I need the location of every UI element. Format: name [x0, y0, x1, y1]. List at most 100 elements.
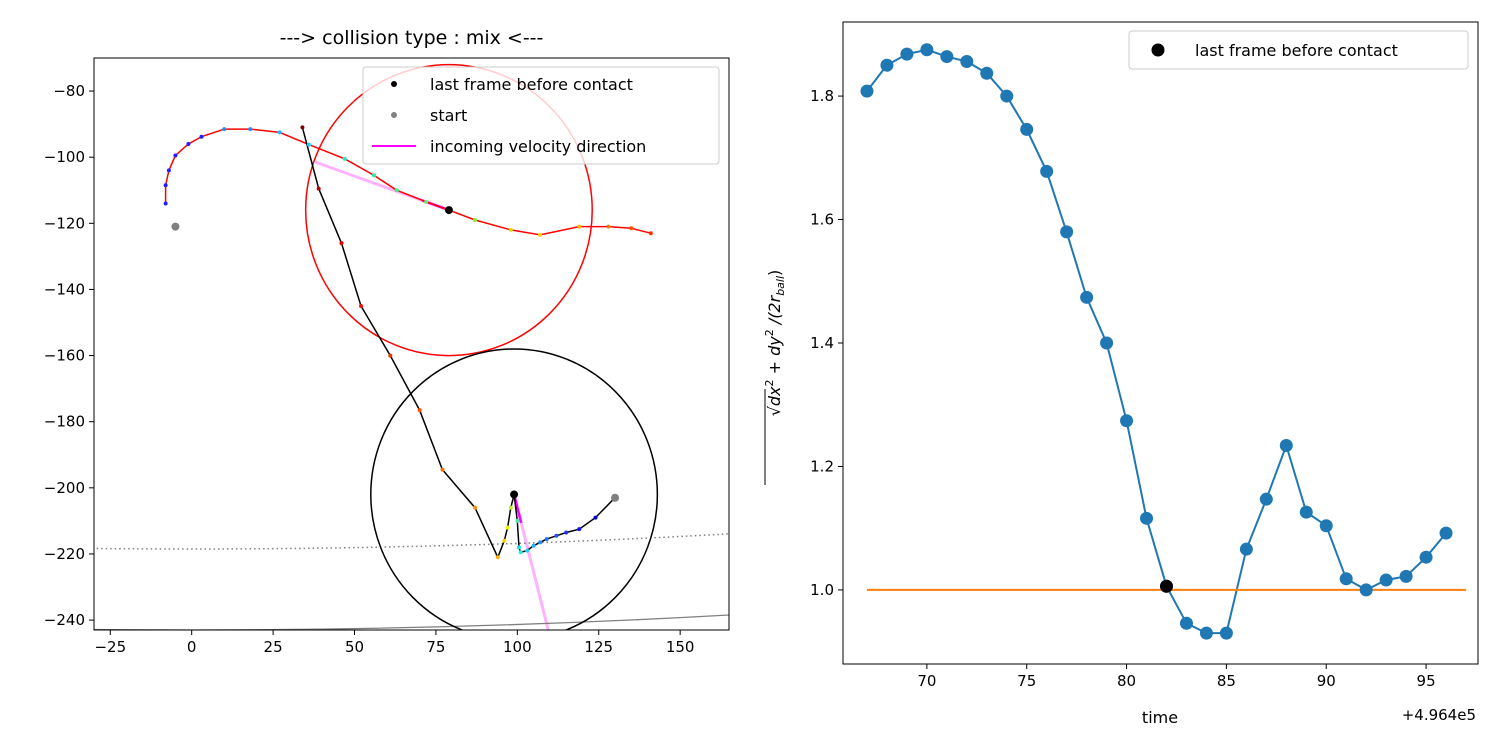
trajectory-line-1	[301, 127, 616, 560]
trajectory-point	[248, 127, 253, 132]
x-axis-label: time	[1142, 708, 1178, 727]
distance-point	[1299, 505, 1313, 519]
trajectory-point	[424, 199, 429, 204]
distance-point	[980, 66, 994, 80]
arena-arc-1	[94, 530, 729, 547]
ylabel-sub: ball	[774, 276, 787, 296]
trajectory-point	[300, 125, 305, 130]
y-axis-ticks: 1.0 1.2 1.4 1.6 1.8	[810, 87, 843, 599]
trajectory-point	[525, 548, 530, 553]
distance-point	[960, 55, 974, 69]
trajectory-point	[277, 130, 282, 135]
x-tick-label: 85	[1217, 672, 1236, 690]
distance-point	[1379, 573, 1393, 587]
legend-frame	[362, 66, 720, 165]
legend-last-frame-marker	[1151, 43, 1165, 57]
distance-point	[940, 50, 954, 64]
start-marker-1	[611, 493, 620, 502]
distance-point	[1040, 164, 1054, 178]
trajectory-point	[516, 545, 521, 550]
distance-point	[1239, 542, 1253, 556]
distance-point	[1279, 438, 1293, 452]
trajectory-point	[531, 543, 536, 548]
trajectory-point	[508, 227, 513, 232]
x-axis-ticks: −25 0 25 50 75 100 125 150	[94, 630, 694, 656]
trajectory-point	[359, 303, 364, 308]
trajectory-point	[629, 226, 634, 231]
x-tick-label: 70	[917, 672, 936, 690]
distance-point	[880, 58, 894, 72]
x-tick-label: 0	[187, 638, 197, 656]
ylabel-sup2: 2	[763, 329, 776, 336]
trajectory-point	[186, 141, 191, 146]
y-tick-label: 1.6	[810, 211, 834, 229]
y-tick-label: −120	[44, 214, 85, 232]
distance-point	[1339, 572, 1353, 586]
contact-circle-0	[304, 63, 593, 357]
trajectory-point	[577, 224, 582, 229]
legend-velocity-label: incoming velocity direction	[430, 137, 646, 156]
last-frame-marker-1	[510, 490, 519, 499]
last-frame-marker-0	[444, 206, 453, 215]
distance-point	[1399, 569, 1413, 583]
trajectory-point	[502, 538, 507, 543]
legend-last-frame-label: last frame before contact	[1195, 41, 1398, 60]
trajectory-point	[564, 530, 569, 535]
last-frame-marker	[1159, 579, 1173, 593]
trajectory-point	[648, 231, 653, 236]
trajectory-point	[440, 467, 445, 472]
trajectory-point	[538, 232, 543, 237]
trajectory-point	[199, 134, 204, 139]
trajectory-point	[166, 168, 171, 173]
arena-arcs	[94, 530, 729, 628]
y-axis-label: √dx2 + dy2 /(2rball)	[763, 270, 787, 485]
trajectory-point	[394, 188, 399, 193]
distance-point	[1319, 519, 1333, 533]
distance-point	[1439, 526, 1453, 540]
contact-circles	[304, 63, 659, 630]
trajectory-point	[473, 505, 477, 510]
trajectory-points	[163, 125, 653, 560]
distance-point	[1020, 122, 1034, 136]
x-tick-label: 50	[345, 638, 364, 656]
distance-point	[1080, 290, 1094, 304]
ylabel-sqrt: √	[765, 405, 784, 416]
trajectory-point	[518, 550, 523, 555]
x-tick-label: 150	[666, 638, 695, 656]
y-tick-label: −200	[44, 479, 85, 497]
legend-start-label: start	[430, 106, 467, 125]
trajectory-plot-frame	[93, 57, 730, 631]
trajectory-point	[222, 127, 227, 132]
y-axis-label-text: √dx2 + dy2 /(2rball)	[763, 270, 787, 417]
x-tick-label: 95	[1417, 672, 1436, 690]
x-tick-label: 75	[426, 638, 445, 656]
x-tick-label: 75	[1017, 672, 1036, 690]
ylabel-r: /(2r	[765, 294, 784, 329]
start-marker-0	[171, 222, 180, 231]
trajectory-point	[495, 555, 500, 560]
trajectory-point	[316, 186, 321, 191]
y-tick-label: −160	[44, 347, 85, 365]
x-axis-ticks: 70 75 80 85 90 95	[917, 664, 1436, 690]
distance-point	[1199, 626, 1213, 640]
trajectory-point	[538, 540, 543, 545]
distance-point	[920, 43, 934, 57]
distance-point	[1140, 511, 1154, 525]
trajectory-point	[554, 533, 559, 538]
distance-point	[1179, 616, 1193, 630]
trajectory-line-0	[164, 128, 651, 236]
distance-point	[1060, 225, 1074, 239]
trajectory-point	[163, 183, 168, 188]
distance-plot: 70 75 80 85 90 95 1.0 1.2 1.4 1.6 1.8 time +4.964…	[763, 21, 1479, 727]
x-tick-label: 90	[1317, 672, 1336, 690]
x-tick-label: 25	[264, 638, 283, 656]
distance-point	[1219, 626, 1233, 640]
y-tick-label: −240	[44, 611, 85, 629]
trajectory-legend: last frame before contact start incoming…	[362, 66, 720, 165]
contact-circle-1	[370, 348, 659, 630]
trajectory-point	[342, 156, 347, 161]
distance-point	[1000, 89, 1014, 103]
velocity-directions	[314, 160, 550, 630]
trajectory-point	[173, 153, 178, 158]
distance-point	[1259, 492, 1273, 506]
